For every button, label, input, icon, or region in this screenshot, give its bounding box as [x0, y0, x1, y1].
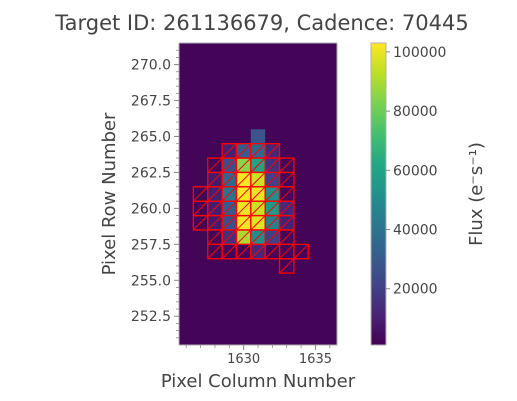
x-tick-label: 1630 [227, 352, 260, 367]
plot-area [178, 42, 338, 346]
colorbar-tick: 20000 [386, 282, 438, 298]
y-tick-label: 262.5 [131, 165, 171, 181]
x-axis: 1630 1635 [185, 345, 332, 367]
y-axis-label: Pixel Row Number [99, 112, 120, 275]
colorbar-tick: 80000 [386, 104, 438, 120]
aperture-pixel [293, 243, 309, 260]
colorbar-label: Flux (e⁻s⁻¹) [466, 142, 487, 246]
pixel-cell [250, 129, 266, 144]
colorbar-gradient [371, 43, 386, 345]
colorbar-tick-label: 80000 [393, 104, 438, 120]
colorbar-tick: 100000 [386, 45, 446, 61]
aperture-mask [192, 143, 309, 274]
y-tick-label: 267.5 [131, 94, 171, 110]
y-tick-label: 260.0 [131, 201, 171, 217]
y-tick-label: 252.5 [131, 309, 171, 325]
y-tick: 267.5 [131, 94, 179, 110]
colorbar-ticks: 20000 40000 60000 80000 100000 [386, 45, 446, 298]
y-axis: 252.5 255.0 257.5 260.0 262.5 265.0 267.5 270.0 [131, 49, 179, 339]
colorbar-tick-label: 100000 [393, 45, 446, 61]
y-tick: 255.0 [131, 273, 179, 289]
x-tick: 1630 [227, 345, 260, 367]
colorbar-tick-label: 40000 [393, 223, 438, 239]
y-tick: 260.0 [131, 201, 179, 217]
colorbar-tick: 60000 [386, 163, 438, 179]
colorbar-frame [370, 42, 387, 346]
aperture-pixel [278, 258, 295, 274]
y-tick-label: 257.5 [131, 237, 171, 253]
colorbar-tick: 40000 [386, 223, 438, 239]
y-tick-label: 265.0 [131, 129, 171, 145]
x-tick: 1635 [299, 345, 332, 367]
y-tick: 270.0 [131, 58, 179, 74]
y-tick-label: 270.0 [131, 58, 171, 74]
y-tick: 262.5 [131, 165, 179, 181]
colorbar-tick-label: 20000 [393, 282, 438, 298]
y-tick: 257.5 [131, 237, 179, 253]
x-tick-label: 1635 [299, 352, 332, 367]
colorbar-tick-label: 60000 [393, 163, 438, 179]
chart-title: Target ID: 261136679, Cadence: 70445 [54, 11, 468, 35]
colorbar: 20000 40000 60000 80000 100000 Flux (e⁻s⁻¹) [370, 42, 487, 346]
y-tick-label: 255.0 [131, 273, 171, 289]
y-tick: 265.0 [131, 129, 179, 145]
x-axis-label: Pixel Column Number [161, 371, 356, 392]
y-tick: 252.5 [131, 309, 179, 325]
